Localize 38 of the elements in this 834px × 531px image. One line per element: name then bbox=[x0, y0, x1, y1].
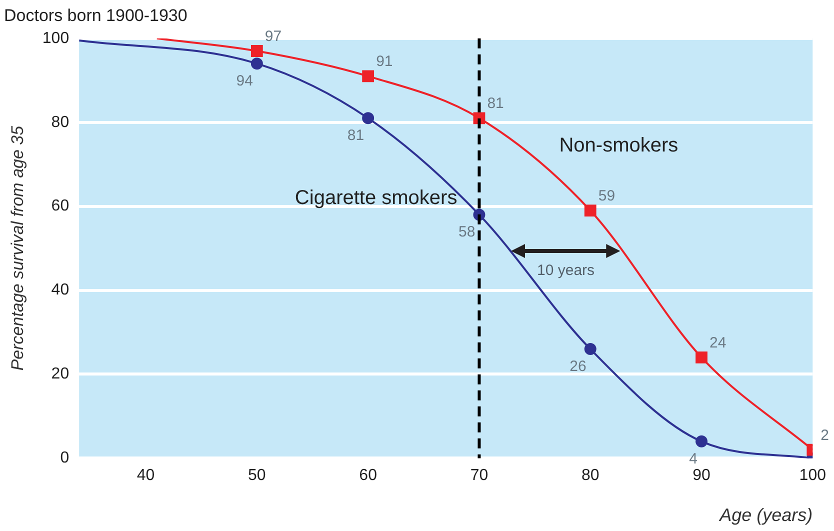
point bbox=[584, 343, 596, 356]
data-label: 26 bbox=[570, 358, 586, 376]
data-label: 24 bbox=[710, 334, 726, 352]
point bbox=[584, 204, 596, 216]
x-axis-title: Age (years) bbox=[718, 505, 813, 526]
chart-title: Doctors born 1900-1930 bbox=[4, 6, 188, 25]
point bbox=[250, 45, 263, 57]
point bbox=[362, 112, 374, 124]
annotation: 10 years bbox=[537, 262, 595, 279]
y-tick-label: 100 bbox=[42, 30, 70, 47]
data-label: 58 bbox=[458, 224, 476, 241]
x-tick-label: 90 bbox=[692, 467, 711, 484]
series-label: Cigarette smokers bbox=[294, 187, 458, 210]
x-tick-label: 70 bbox=[470, 467, 488, 484]
point bbox=[696, 435, 708, 448]
data-label: 2 bbox=[820, 426, 829, 444]
x-tick-label: 60 bbox=[359, 467, 378, 484]
point bbox=[696, 352, 708, 364]
y-tick-label: 60 bbox=[51, 198, 70, 215]
x-tick-label: 80 bbox=[581, 467, 600, 484]
point bbox=[362, 70, 374, 82]
data-label: 59 bbox=[598, 188, 616, 205]
data-label: 4 bbox=[689, 450, 698, 468]
y-tick-label: 80 bbox=[51, 114, 70, 131]
x-tick-label: 40 bbox=[136, 467, 155, 484]
x-tick-label: 100 bbox=[799, 467, 826, 484]
y-axis-title: Percentage survival from age 35 bbox=[8, 125, 27, 371]
data-label: 97 bbox=[264, 28, 282, 45]
point bbox=[250, 58, 263, 70]
data-label: 81 bbox=[347, 127, 364, 144]
y-tick-label: 40 bbox=[51, 282, 70, 299]
data-label: 81 bbox=[487, 95, 504, 112]
series-label: Non-smokers bbox=[559, 134, 678, 157]
y-tick-label: 0 bbox=[60, 450, 70, 467]
x-tick-label: 50 bbox=[248, 467, 266, 484]
data-label: 94 bbox=[236, 72, 253, 90]
data-label: 91 bbox=[376, 53, 393, 70]
y-tick-label: 20 bbox=[51, 366, 70, 383]
